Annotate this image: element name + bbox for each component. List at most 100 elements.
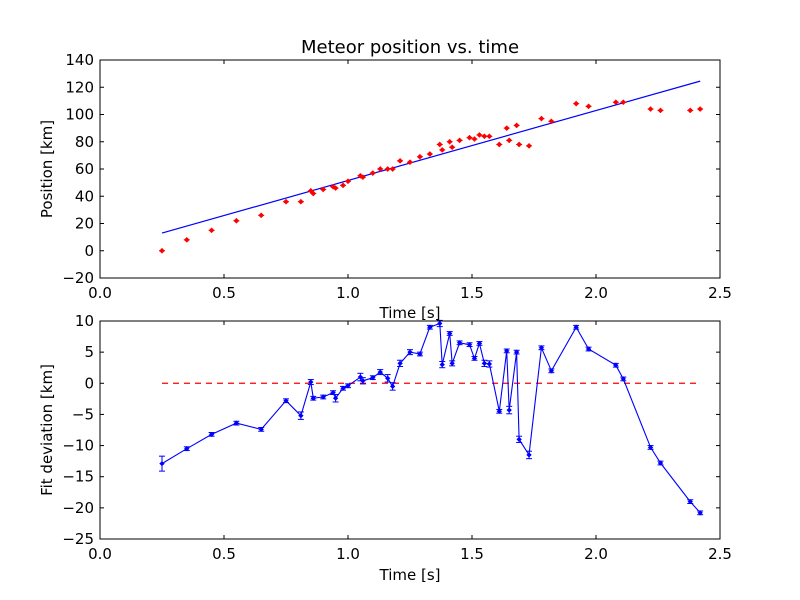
bottom-x-tick-label: 1.0 [336, 545, 360, 563]
top-chart-title: Meteor position vs. time [301, 37, 519, 58]
bottom-x-tick-label: 0.5 [212, 545, 236, 563]
deviation-point [233, 420, 240, 426]
top-x-tick-label: 2.0 [584, 284, 608, 302]
position-point [538, 115, 545, 122]
position-point [384, 166, 391, 172]
top-y-tick-label: 0 [84, 242, 94, 260]
top-y-tick-label: −20 [62, 269, 94, 287]
position-point [416, 153, 423, 160]
deviation-point [427, 324, 433, 330]
position-point [657, 107, 664, 114]
deviation-point [320, 394, 326, 400]
position-point [456, 137, 463, 144]
position-point [359, 174, 366, 181]
top-y-tick-label: 100 [65, 106, 94, 124]
position-point [585, 103, 592, 110]
deviation-point [446, 330, 453, 337]
deviation-point [585, 346, 592, 352]
deviation-point [389, 383, 396, 390]
position-point [310, 190, 317, 197]
deviation-point [481, 360, 488, 367]
position-point [647, 106, 654, 113]
deviation-point [456, 340, 463, 346]
deviation-point [357, 374, 364, 380]
position-point [516, 141, 523, 148]
deviation-point [258, 426, 264, 433]
position-point [233, 217, 240, 224]
position-point [357, 172, 364, 179]
position-point [345, 178, 351, 185]
bottom-y-tick-label: −15 [62, 468, 94, 486]
position-point [612, 99, 619, 106]
bottom-x-tick-label: 2.0 [584, 545, 608, 563]
position-point [486, 133, 493, 140]
top-x-tick-label: 2.5 [708, 284, 732, 302]
deviation-point [310, 395, 317, 401]
position-point [548, 118, 555, 125]
deviation-point [573, 324, 579, 330]
position-point [297, 198, 304, 205]
position-point [476, 131, 483, 138]
position-point [481, 133, 488, 140]
deviation-point [345, 383, 351, 389]
deviation-point [486, 361, 493, 367]
deviation-point [437, 320, 443, 327]
position-point [389, 166, 396, 172]
bottom-marks [159, 319, 704, 516]
deviation-point [159, 460, 165, 467]
top-x-tick-label: 1.0 [336, 284, 360, 302]
deviation-point [506, 407, 512, 413]
deviation-point [283, 397, 289, 404]
deviation-point [449, 360, 455, 367]
deviation-point [697, 510, 703, 516]
deviation-point [208, 431, 215, 438]
deviation-point [687, 498, 693, 505]
bottom-x-tick-label: 2.5 [708, 545, 732, 563]
bottom-x-ticks: 0.0 0.5 1.0 1.5 2.0 2.5 [88, 321, 732, 563]
deviation-point [476, 340, 483, 347]
deviation-point [397, 360, 403, 367]
bottom-x-axis-label: Time [s] [379, 566, 441, 584]
deviation-point [620, 376, 627, 382]
bottom-y-tick-label: −10 [62, 437, 94, 455]
bottom-x-tick-label: 0.0 [88, 545, 112, 563]
top-marks [159, 80, 704, 254]
top-y-ticks: −20 0 20 40 60 80 100 120 140 [62, 51, 720, 287]
position-point [526, 142, 532, 149]
deviation-point [407, 349, 413, 355]
position-point [258, 212, 265, 219]
bottom-subplot: 0.0 0.5 1.0 1.5 2.0 2.5 −25 −20 −15 −10 −5 0 5 10 Ti… [38, 312, 732, 584]
position-point [340, 182, 346, 189]
deviation-point [657, 460, 664, 466]
deviation-point [613, 362, 619, 368]
deviation-point [332, 395, 339, 401]
position-point [449, 144, 456, 151]
position-point [466, 134, 473, 141]
bottom-x-tick-label: 1.5 [460, 545, 484, 563]
deviation-point [526, 452, 532, 458]
bottom-y-ticks: −25 −20 −15 −10 −5 0 5 10 [62, 312, 720, 548]
position-point [506, 137, 513, 144]
top-y-tick-label: 20 [75, 215, 94, 233]
deviation-point [503, 348, 510, 354]
fit-line [161, 80, 701, 234]
top-subplot: Meteor position vs. time 0.0 0.5 1.0 1.5 2.0… [38, 37, 732, 322]
position-point [407, 159, 413, 166]
bottom-y-tick-label: 10 [75, 312, 94, 330]
top-y-tick-label: 60 [75, 160, 94, 178]
position-point [496, 141, 503, 148]
deviation-point [466, 341, 473, 348]
position-point [397, 157, 404, 164]
top-x-tick-label: 0.0 [88, 284, 112, 302]
deviation-point [298, 412, 304, 419]
position-point [697, 106, 704, 113]
position-point [332, 185, 339, 192]
position-point [620, 99, 627, 106]
position-point [426, 151, 433, 157]
top-y-tick-label: 140 [65, 51, 94, 69]
deviation-point [513, 349, 520, 355]
deviation-point [538, 345, 545, 351]
deviation-point [439, 361, 445, 368]
top-x-axis-label: Time [s] [379, 304, 441, 322]
deviation-point [184, 445, 190, 452]
